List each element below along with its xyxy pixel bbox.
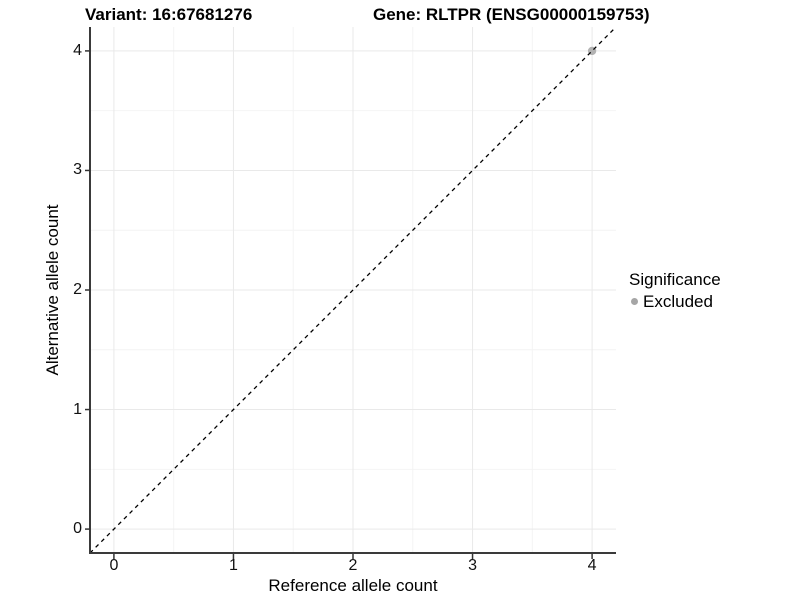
y-tick-label: 2: [73, 281, 82, 298]
legend-item-label: Excluded: [643, 291, 713, 311]
x-axis-title: Reference allele count: [268, 576, 438, 595]
plot-title-gene: Gene: RLTPR (ENSG00000159753): [373, 5, 650, 24]
legend-title: Significance: [629, 270, 721, 289]
x-tick-label: 0: [109, 557, 119, 574]
x-tick-label: 3: [468, 557, 477, 574]
x-tick-label: 1: [229, 557, 238, 574]
excluded-point-icon: [631, 298, 638, 305]
plot-title-variant: Variant: 16:67681276: [85, 5, 253, 24]
identity-line: [89, 26, 617, 554]
legend: Significance Excluded: [629, 270, 721, 311]
y-tick-label: 1: [73, 400, 82, 418]
x-tick-label: 4: [587, 557, 597, 574]
legend-item-excluded: Excluded: [629, 292, 721, 311]
y-tick-label: 4: [73, 41, 82, 59]
x-tick-label: 2: [348, 557, 358, 574]
y-tick-label: 3: [73, 161, 82, 179]
y-tick-label: 0: [73, 520, 82, 538]
